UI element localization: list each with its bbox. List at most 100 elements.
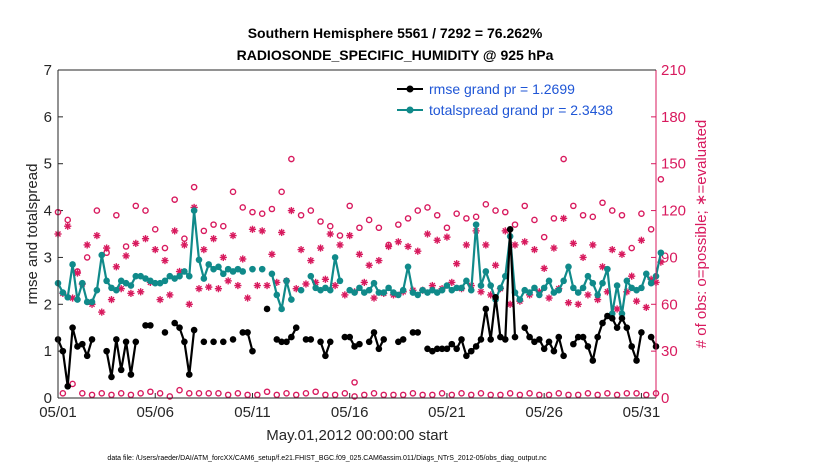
obs-evaluated-point [321,275,329,283]
obs-evaluated-point [209,235,218,243]
obs-possible-point [370,390,378,397]
obs-evaluated-point [253,281,261,290]
totalspread-point [239,268,247,275]
obs-possible-point [292,391,300,399]
obs-possible-point [453,210,460,217]
rmse-point [307,336,315,343]
rmse-point [521,324,529,332]
totalspread-point [385,284,392,292]
totalspread-point [414,291,422,299]
rmse-point [176,324,183,332]
obs-evaluated-point [103,244,111,252]
rmse-point [326,338,334,346]
obs-evaluated-point [521,238,529,246]
obs-evaluated-point [448,278,456,287]
obs-possible-point [239,204,247,211]
totalspread-point [356,284,363,292]
rmse-point [526,333,533,341]
obs-possible-point [472,213,480,221]
totalspread-point [375,289,383,296]
totalspread-point [113,286,120,294]
obs-possible-point [288,155,295,163]
rmse-point [540,345,548,353]
totalspread-point [258,265,266,273]
obs-possible-point [463,215,470,222]
obs-evaluated-point [141,235,150,243]
obs-evaluated-point [579,253,587,262]
obs-possible-point [599,199,606,207]
obs-possible-point [268,205,276,213]
rmse-point [472,343,480,350]
obs-possible-point [487,391,494,399]
rmse-point [487,336,494,343]
x-label: May.01,2012 00:00:00 start [266,427,448,444]
totalspread-point [132,272,140,280]
obs-evaluated-point [112,263,120,271]
obs-possible-point [501,208,509,216]
rmse-point [599,319,606,327]
rmse-point [365,338,373,346]
rmse-point [638,329,645,336]
totalspread-point [604,265,611,273]
obs-possible-point [220,222,227,230]
totalspread-point [127,282,135,289]
x-tick-label: 05/21 [428,404,466,421]
obs-evaluated-point [560,214,568,222]
obs-evaluated-point [171,227,179,235]
rmse-point [127,371,135,378]
obs-possible-point [521,202,529,210]
obs-evaluated-point [268,250,276,258]
rmse-point [458,336,465,343]
obs-evaluated-point [200,246,208,254]
rmse-point [181,338,188,346]
totalspread-point [283,277,290,285]
rmse-point [433,345,441,353]
totalspread-point [331,254,339,261]
obs-possible-point [307,207,315,214]
obs-evaluated-point [263,281,271,290]
legend-spread-label: totalspread grand pr = 2.3438 [429,102,613,118]
obs-possible-point [297,211,305,219]
obs-possible-point [142,207,149,214]
rmse-point [185,371,193,378]
obs-possible-point [224,391,232,399]
rmse-point [647,333,655,341]
totalspread-point [458,284,465,292]
totalspread-point [497,284,504,292]
obs-evaluated-point [375,256,383,265]
obs-evaluated-point [589,241,597,249]
obs-possible-point [482,201,490,208]
obs-possible-point [185,390,193,397]
obs-evaluated-point [491,261,500,269]
obs-evaluated-point [511,241,519,249]
y-right-label: # of obs: o=possible; ∗=evaluated [693,120,710,349]
chart-title-line2: RADIOSONDE_SPECIFIC_HUMIDITY @ 925 hPa [237,47,554,63]
obs-evaluated-point [195,285,203,293]
obs-possible-point [555,390,563,397]
obs-evaluated-point [365,261,373,269]
totalspread-point [288,296,295,303]
totalspread-point [463,277,470,285]
rmse-point [69,324,76,332]
obs-possible-point [59,390,67,397]
y-left-tick-label: 1 [44,343,52,360]
obs-possible-point [477,390,485,397]
totalspread-point [589,279,597,287]
totalspread-point [443,282,451,289]
obs-possible-point [516,391,524,399]
rmse-point [278,338,285,346]
rmse-point [317,338,324,346]
totalspread-point [570,284,577,292]
totalspread-point [74,296,81,303]
obs-evaluated-point [122,252,130,260]
obs-evaluated-point [224,277,232,285]
totalspread-series [54,207,665,317]
totalspread-point [185,272,193,280]
obs-evaluated-point [98,308,106,316]
obs-evaluated-point [394,238,402,246]
totalspread-point [190,207,198,214]
x-tick-label: 05/31 [623,404,661,421]
obs-evaluated-point [530,246,539,254]
totalspread-point [599,279,606,287]
obs-possible-point [151,226,159,233]
